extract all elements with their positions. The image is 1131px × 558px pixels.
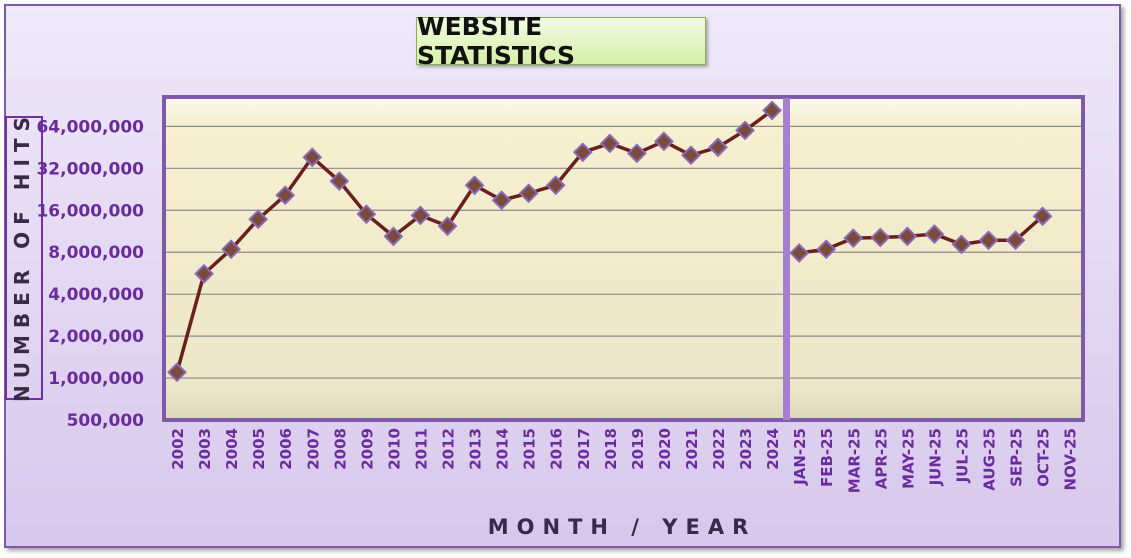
- x-tick-label: 2004: [223, 428, 241, 470]
- x-tick-label: 2022: [710, 428, 728, 470]
- data-point: [275, 185, 296, 206]
- x-tick-label: 2017: [575, 428, 593, 470]
- x-tick-label: 2010: [385, 428, 403, 470]
- x-tick-label: 2012: [440, 428, 458, 470]
- x-tick-label: JUL-25: [953, 428, 971, 483]
- data-point: [897, 226, 918, 247]
- x-tick-label: OCT-25: [1035, 428, 1053, 487]
- data-point: [329, 171, 350, 192]
- data-point: [924, 224, 945, 244]
- data-point: [437, 216, 458, 237]
- data-point: [383, 226, 404, 247]
- data-point: [518, 183, 539, 204]
- series-line-monthly: [798, 214, 1044, 255]
- x-tick-label: JUN-25: [926, 428, 944, 486]
- data-point: [167, 362, 187, 383]
- data-point: [248, 209, 269, 230]
- x-tick-label: 2003: [196, 428, 214, 470]
- x-tick-label: APR-25: [872, 428, 890, 489]
- data-point: [599, 133, 620, 154]
- x-tick-label: 2016: [548, 428, 566, 470]
- x-tick-label: 2019: [629, 428, 647, 470]
- x-tick-label: 2011: [412, 428, 430, 470]
- data-point: [735, 120, 755, 141]
- x-axis-label: MONTH / YEAR: [487, 515, 757, 539]
- data-point: [816, 239, 837, 260]
- y-tick-label: 16,000,000: [36, 201, 144, 221]
- x-tick-label: 2020: [656, 428, 674, 470]
- x-tick-label: 2024: [764, 428, 782, 470]
- data-point: [545, 175, 566, 196]
- y-tick-label: 500,000: [67, 411, 145, 431]
- data-point: [464, 175, 485, 196]
- data-point: [356, 204, 377, 225]
- x-tick-label: 2018: [602, 428, 620, 470]
- x-tick-label: 2007: [304, 428, 322, 470]
- data-point: [654, 131, 674, 152]
- data-point: [410, 205, 431, 226]
- data-point: [708, 137, 728, 158]
- data-point: [681, 145, 701, 166]
- x-tick-label: NOV-25: [1062, 428, 1080, 491]
- chart-title: WEBSITE STATISTICS: [416, 12, 706, 70]
- y-tick-label: 64,000,000: [36, 117, 144, 137]
- data-point: [572, 142, 593, 163]
- x-tick-label: 2013: [467, 428, 485, 470]
- x-tick-label: 2023: [737, 428, 755, 470]
- period-divider: [783, 98, 790, 420]
- data-point: [302, 147, 323, 168]
- x-tick-label: 2021: [683, 428, 701, 470]
- x-tick-label: AUG-25: [981, 428, 999, 491]
- data-point: [870, 227, 891, 248]
- x-tick-label: 2002: [169, 428, 187, 470]
- x-tick-label: 2006: [277, 428, 295, 470]
- y-tick-label: 1,000,000: [48, 369, 144, 389]
- data-point: [221, 239, 241, 260]
- data-point: [1005, 230, 1026, 251]
- chart-title-text: WEBSITE STATISTICS: [417, 12, 576, 70]
- data-point: [951, 234, 972, 255]
- data-point: [978, 230, 999, 251]
- x-tick-label: 2014: [494, 428, 512, 470]
- y-tick-label: 8,000,000: [48, 243, 144, 263]
- y-axis-label-box: [5, 116, 43, 400]
- data-point: [789, 243, 810, 263]
- y-tick-label: 32,000,000: [36, 159, 144, 179]
- data-point: [491, 190, 512, 211]
- data-point: [762, 100, 782, 121]
- plot-area: [162, 95, 1085, 422]
- x-tick-label: SEP-25: [1008, 428, 1026, 487]
- x-tick-label: MAR-25: [845, 428, 863, 493]
- x-tick-label: 2005: [250, 428, 268, 470]
- y-tick-label: 4,000,000: [48, 285, 144, 305]
- x-tick-label: 2008: [331, 428, 349, 470]
- x-tick-label: MAY-25: [899, 428, 917, 489]
- data-point: [1032, 206, 1053, 227]
- y-tick-label: 2,000,000: [48, 327, 144, 347]
- x-tick-label: JAN-25: [791, 428, 809, 486]
- data-point: [626, 143, 647, 164]
- x-tick-label: 2009: [358, 428, 376, 470]
- x-tick-label: FEB-25: [818, 428, 836, 487]
- data-point: [194, 263, 214, 284]
- data-point: [843, 228, 864, 249]
- x-tick-label: 2015: [521, 428, 539, 470]
